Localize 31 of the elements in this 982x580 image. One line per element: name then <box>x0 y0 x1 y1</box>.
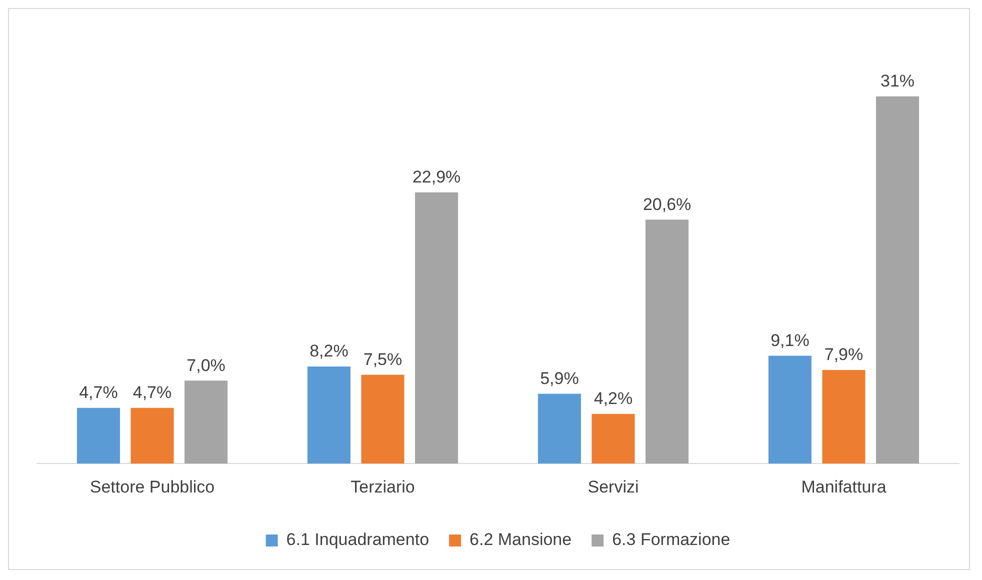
bar <box>876 96 920 464</box>
data-label: 5,9% <box>540 368 579 388</box>
data-label: 7,0% <box>186 356 226 375</box>
data-label: 22,9% <box>412 168 461 187</box>
bar <box>592 414 635 464</box>
data-label: 8,2% <box>310 342 348 361</box>
x-tick-label: Servizi <box>588 477 639 496</box>
bar <box>184 380 228 464</box>
bar <box>130 408 174 464</box>
bar <box>76 408 120 464</box>
data-label: 9,1% <box>770 330 810 350</box>
data-label: 4,7% <box>132 383 172 402</box>
legend-label: 6.1 Inquadramento <box>286 530 430 550</box>
bar <box>822 370 866 464</box>
legend-label: 6.3 Formazione <box>612 530 730 550</box>
data-label: 4,2% <box>594 389 633 408</box>
bar <box>307 366 350 464</box>
bar <box>538 394 581 464</box>
bar <box>415 192 458 464</box>
bar <box>768 356 812 464</box>
bar <box>361 374 404 464</box>
x-tick-label: Settore Pubblico <box>90 477 215 496</box>
data-label: 31% <box>880 72 915 91</box>
data-label: 4,7% <box>79 383 118 402</box>
legend-label: 6.2 Mansione <box>470 530 572 550</box>
data-label: 20,6% <box>642 194 692 214</box>
data-label: 7,5% <box>363 350 402 369</box>
x-tick-label: Terziario <box>350 477 415 496</box>
x-tick-label: Manifattura <box>801 477 887 496</box>
bar <box>646 220 689 464</box>
data-label: 7,9% <box>824 345 864 364</box>
